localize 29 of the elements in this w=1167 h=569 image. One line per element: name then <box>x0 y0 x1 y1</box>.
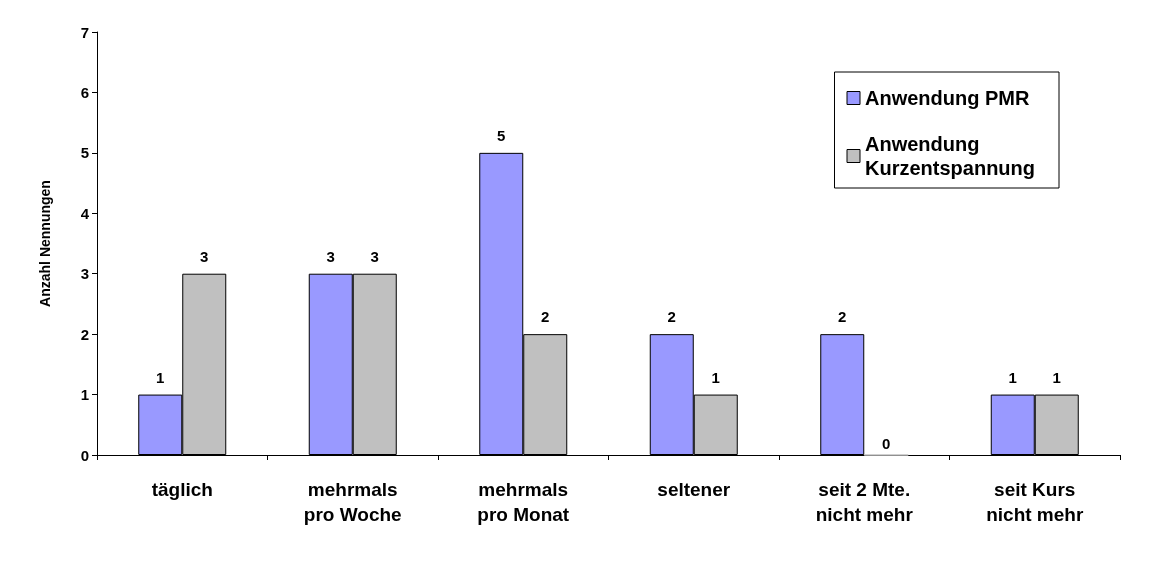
y-tick-label: 3 <box>80 265 89 283</box>
data-label: 1 <box>1008 368 1017 386</box>
y-axis-title: Anzahl Nennungen <box>37 180 53 307</box>
y-tick-label: 5 <box>80 144 89 162</box>
data-label: 1 <box>156 368 165 386</box>
y-tick-label: 6 <box>80 83 89 101</box>
x-tick-label: mehrmals pro Monat <box>477 479 570 525</box>
y-tick-label: 2 <box>80 325 89 343</box>
x-tick-label: täglich <box>151 479 213 500</box>
x-tick-label: mehrmals pro Woche <box>303 479 402 525</box>
data-label: 3 <box>370 247 379 265</box>
data-label: 2 <box>838 308 847 326</box>
legend-label: Anwendung PMR <box>865 87 1030 109</box>
data-label: 2 <box>667 308 676 326</box>
data-label: 3 <box>200 247 209 265</box>
data-label: 2 <box>541 308 550 326</box>
y-tick-label: 4 <box>80 204 90 222</box>
y-tick-label: 7 <box>80 23 89 41</box>
y-tick-label: 1 <box>80 386 89 404</box>
x-tick-label: seit 2 Mte. nicht mehr <box>815 479 914 525</box>
data-label: 5 <box>497 126 506 144</box>
x-tick-label: seltener <box>657 479 731 500</box>
data-label: 1 <box>1052 368 1061 386</box>
data-label: 0 <box>882 434 891 452</box>
y-tick-label: 0 <box>80 446 89 464</box>
data-label: 3 <box>326 247 335 265</box>
legend-label: Anwendung Kurzentspannung <box>865 133 1036 179</box>
data-label: 1 <box>711 368 720 386</box>
x-tick-label: seit Kurs nicht mehr <box>986 479 1084 525</box>
